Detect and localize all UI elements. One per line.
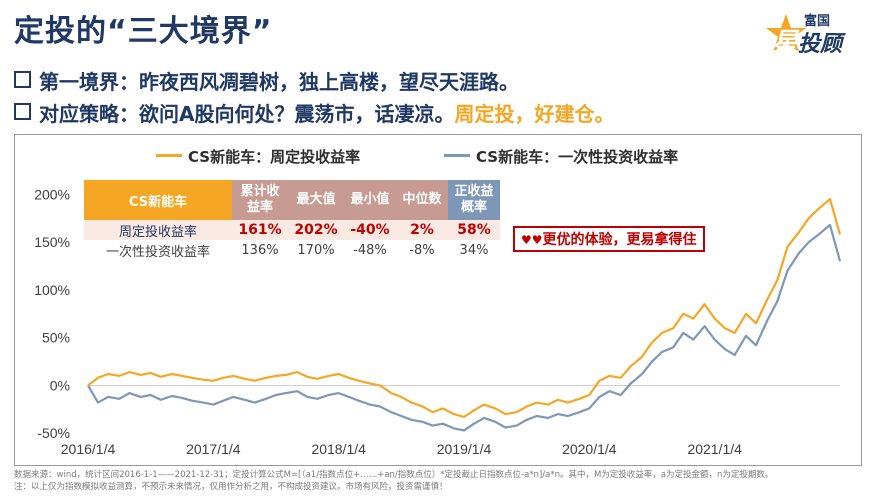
legend-item-series1: CS新能车：周定投收益率 xyxy=(156,146,360,167)
table-cell: 202% xyxy=(288,220,344,240)
table-header-min: 最小值 xyxy=(344,180,396,220)
y-tick-label: -50% xyxy=(37,425,70,441)
table-cell: 136% xyxy=(241,242,279,258)
checkbox-icon xyxy=(14,71,31,88)
row-name: 周定投收益率 xyxy=(84,220,232,240)
table-row: 一次性投资收益率 136% 170% -48% -8% 34% xyxy=(84,240,500,260)
bullet-text-1: 第一境界：昨夜西风凋碧树，独上高楼，望尽天涯路。 xyxy=(39,70,519,94)
bullet-line-1: 第一境界：昨夜西风凋碧树，独上高楼，望尽天涯路。 xyxy=(14,66,519,95)
bullet-highlight: 周定投，好建仓。 xyxy=(454,102,615,126)
source-line-1: 数据来源：wind，统计区间2016-1-1——2021-12-31；定投计算公… xyxy=(14,470,774,480)
bullet-line-2: 对应策略：欲问A股向何处？震荡市，话凄凉。周定投，好建仓。 xyxy=(14,98,614,127)
brand-logo: 富国 星 投顾 xyxy=(764,8,860,58)
legend-label-series2: CS新能车：一次性投资收益率 xyxy=(476,148,679,166)
brand-main-text: 投顾 xyxy=(798,32,843,57)
table-cell: 161% xyxy=(232,220,288,240)
page-title: 定投的“三大境界” xyxy=(14,14,273,49)
y-tick-label: 100% xyxy=(34,282,70,298)
x-tick-label: 2018/1/4 xyxy=(311,441,366,457)
checkbox-icon xyxy=(14,103,31,120)
legend-swatch-series2 xyxy=(444,154,470,157)
y-tick-label: 0% xyxy=(50,377,70,393)
y-tick-label: 200% xyxy=(34,186,70,202)
series-line-1 xyxy=(87,198,842,419)
x-tick-label: 2017/1/4 xyxy=(186,441,241,457)
source-line-2: 注：以上仅为指数模拟收益测算，不预示未来情况，仅用作分析之用，不构成投资建议。市… xyxy=(14,482,448,492)
table-header-median: 中位数 xyxy=(396,180,448,220)
legend-swatch-series1 xyxy=(156,154,182,157)
stats-table: CS新能车 累计收 益率 最大值 最小值 中位数 正收益 概率 周定投收益率 161… xyxy=(84,180,500,260)
callout-box: ♥♥更优的体验，更易拿得住 xyxy=(513,226,705,252)
series-line-2 xyxy=(87,223,842,432)
brand-star-text: 星 xyxy=(772,28,799,58)
row-name: 一次性投资收益率 xyxy=(105,244,210,260)
x-tick-label: 2021/1/4 xyxy=(687,441,742,457)
table-cell: 58% xyxy=(448,220,500,240)
star-icon xyxy=(766,14,806,52)
bullet-text-2: 对应策略：欲问A股向何处？震荡市，话凄凉。 xyxy=(39,102,455,126)
table-cell: 34% xyxy=(459,242,489,258)
table-header-positive: 正收益 概率 xyxy=(448,180,500,220)
x-tick-label: 2019/1/4 xyxy=(437,441,492,457)
source-note: 数据来源：wind，统计区间2016-1-1——2021-12-31；定投计算公… xyxy=(14,469,773,493)
table-header-max: 最大值 xyxy=(288,180,344,220)
table-cell: -48% xyxy=(353,242,387,258)
table-cell: 2% xyxy=(396,220,448,240)
brand-small-text: 富国 xyxy=(804,14,831,29)
x-tick-label: 2020/1/4 xyxy=(562,441,617,457)
table-cell: -8% xyxy=(409,242,435,258)
x-tick-label: 2016/1/4 xyxy=(61,441,116,457)
callout-text: 更优的体验，更易拿得住 xyxy=(542,232,697,248)
table-cell: -40% xyxy=(344,220,396,240)
y-tick-label: 150% xyxy=(34,234,70,250)
legend-item-series2: CS新能车：一次性投资收益率 xyxy=(444,146,678,167)
table-header-name: CS新能车 xyxy=(84,180,232,220)
table-cell: 170% xyxy=(297,242,335,258)
legend-label-series1: CS新能车：周定投收益率 xyxy=(188,148,361,166)
table-row: 周定投收益率 161% 202% -40% 2% 58% xyxy=(84,220,500,240)
table-header-cumulative: 累计收 益率 xyxy=(232,180,288,220)
heart-icon: ♥♥ xyxy=(521,233,543,247)
y-tick-label: 50% xyxy=(42,330,70,346)
